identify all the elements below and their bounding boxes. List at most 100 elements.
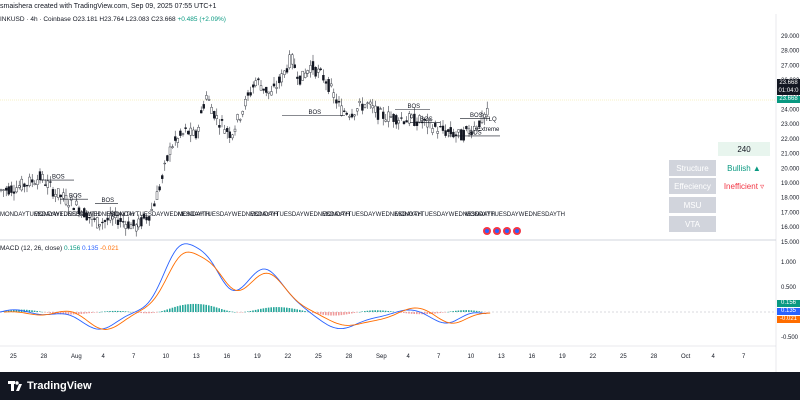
candle-body (101, 221, 104, 224)
histogram-bar (296, 309, 298, 312)
histogram-bar (275, 307, 278, 312)
price-line-tag: 23.668 (777, 96, 800, 103)
candle-body (382, 111, 385, 119)
histogram-bar (369, 310, 371, 312)
close-value: C23.668 (151, 16, 176, 23)
macd-tick-label: 1.000 (781, 260, 797, 266)
histogram-bar (184, 304, 187, 312)
tradingview-logo[interactable]: TradingView (8, 376, 92, 396)
candle-body (434, 122, 437, 127)
histogram-bar (426, 312, 428, 315)
hist-value: -0.021 (100, 245, 119, 252)
histogram-bar (67, 312, 70, 315)
histogram-bar (44, 312, 46, 313)
header-text: smaishera created with TradingView.com, … (0, 3, 217, 10)
histogram-bar (78, 312, 80, 315)
histogram-bar (163, 310, 166, 312)
candle-body (397, 120, 400, 124)
candle-body (33, 183, 36, 185)
macd-legend[interactable]: MACD (12, 26, close) 0.156 0.135 -0.021 (0, 245, 119, 252)
time-tick-label: 7 (437, 354, 441, 360)
candle-body (275, 87, 278, 89)
candle-body (431, 128, 434, 133)
candle-body (317, 68, 320, 73)
bos-structure: BOS BOS BOS BOS BOS BOS BOS BOS (40, 104, 500, 204)
candle-body (103, 220, 107, 222)
day-label: MONDAYTUESDAYWEDNESDAYTH (322, 212, 422, 218)
candle-body (80, 211, 83, 216)
histogram-bar (327, 312, 330, 316)
histogram-bar (379, 310, 382, 312)
histogram-bar (345, 312, 348, 315)
candle-body (358, 101, 361, 103)
histogram-bar (244, 311, 246, 313)
histogram-bar (364, 311, 366, 312)
candle-body (265, 86, 268, 93)
symbol-legend[interactable]: INKUSD · 4h · Coinbase O23.181 H23.764 L… (0, 14, 226, 26)
candle-body (160, 175, 164, 179)
time-tick-label: Sep (376, 354, 387, 360)
candle-body (54, 194, 57, 197)
histogram-bar (189, 304, 192, 312)
price-tick-label: 19.000 (781, 181, 800, 187)
candle-body (145, 216, 148, 221)
low-value: L23.083 (125, 16, 150, 23)
bos-label: BOS (420, 117, 433, 123)
candle-body (405, 120, 408, 123)
candle-body (93, 218, 96, 220)
histogram-bar (301, 310, 304, 312)
histogram-bar (145, 312, 148, 314)
candle-body (337, 100, 341, 103)
histogram-bar (59, 312, 62, 315)
candle-body (119, 218, 122, 222)
candle-body (218, 125, 221, 128)
time-tick-label: 13 (193, 354, 200, 360)
histogram-bar (283, 307, 285, 312)
histogram-bar (182, 304, 184, 312)
histogram-bar (137, 312, 140, 313)
candle-body (418, 115, 421, 123)
histogram-bar (234, 311, 236, 313)
histogram-bar (293, 308, 296, 312)
candle-body (90, 215, 94, 221)
candle-body (186, 130, 190, 135)
candle-body (257, 78, 260, 81)
day-label: MONDAYTUESDAYWEDNESDAYTH (395, 212, 495, 218)
histogram-bar (72, 312, 75, 315)
candle-body (249, 92, 252, 96)
candle-body (447, 129, 450, 132)
histogram-bar (200, 304, 202, 312)
histogram-bar (218, 308, 220, 312)
histogram-bar (306, 311, 309, 313)
candle-body (220, 119, 224, 121)
candle-body (486, 108, 489, 116)
time-axis: 25 28 Aug 4 7 10 13 16 19 22 25 28 Sep 4 7 10 13 16 19 22 25… (10, 354, 746, 360)
candle-body (475, 128, 478, 130)
macd-tick-label: -0.500 (781, 335, 799, 341)
candle-body (199, 110, 203, 114)
candle-body (254, 80, 258, 86)
candle-body (192, 129, 195, 136)
signal-value: 0.135 (82, 245, 99, 252)
price-tick-label: 20.000 (781, 166, 800, 172)
candle-body (335, 99, 338, 104)
histogram-bar (332, 312, 335, 316)
time-tick-label: 28 (41, 354, 48, 360)
msu-label: MSU (669, 197, 716, 213)
histogram-bar (366, 310, 369, 312)
candle-body (77, 207, 81, 214)
candle-body (298, 75, 302, 85)
candle-body (270, 91, 273, 96)
histogram-bar (148, 312, 150, 314)
candle-body (340, 105, 343, 116)
candle-body (410, 114, 413, 119)
time-tick-label: 4 (102, 354, 106, 360)
histogram-bar (291, 308, 293, 312)
tradingview-logo-icon (8, 381, 22, 391)
histogram-bar (31, 310, 33, 312)
histogram-bar (408, 312, 410, 314)
candle-body (223, 129, 226, 134)
candle-body (153, 203, 156, 207)
histogram-bar (265, 307, 267, 312)
candle-body (168, 146, 172, 155)
